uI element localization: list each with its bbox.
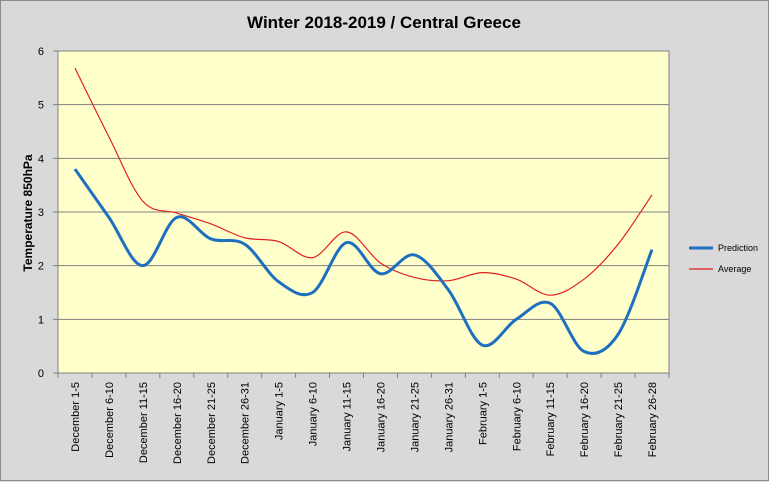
chart-title: Winter 2018-2019 / Central Greece	[247, 13, 521, 32]
x-tick-label: January 11-15	[342, 382, 354, 452]
y-tick-label: 2	[38, 261, 44, 273]
y-tick-label: 1	[38, 314, 44, 326]
series-line-average	[74, 67, 653, 296]
x-tick-label: December 26-31	[240, 382, 252, 464]
y-tick-label: 5	[38, 100, 44, 112]
x-tick-label: February 6-10	[511, 382, 523, 451]
x-tick-label: January 1-5	[274, 382, 286, 440]
series-lines	[73, 67, 654, 355]
legend-label: Average	[718, 264, 751, 274]
x-tick-label: February 1-5	[477, 382, 489, 445]
series-line-prediction	[73, 168, 654, 355]
y-tick-label: 4	[38, 153, 44, 165]
y-tick-label: 6	[38, 46, 44, 58]
y-tick-label: 0	[38, 368, 44, 380]
x-tick-label: January 21-25	[409, 382, 421, 452]
legend: Prediction Average	[689, 243, 758, 274]
x-tick-label: February 11-15	[545, 382, 557, 456]
y-axis-label: Temperature 850hPa	[21, 154, 35, 271]
x-tick-label: February 21-25	[613, 382, 625, 457]
x-axis-ticks: December 1-5 December 6-10 December 11-15 D…	[57, 373, 670, 464]
y-tick-label: 3	[38, 207, 44, 219]
x-tick-label: December 11-15	[138, 382, 150, 463]
x-tick-label: December 21-25	[206, 382, 218, 464]
x-tick-label: December 6-10	[104, 382, 116, 458]
y-axis-ticks: 0 1 2 3 4 5 6	[38, 46, 58, 380]
x-tick-label: December 1-5	[70, 382, 82, 452]
x-tick-label: February 16-20	[579, 382, 591, 457]
x-tick-label: January 16-20	[375, 382, 387, 452]
x-tick-label: January 26-31	[443, 382, 455, 452]
x-tick-label: February 26-28	[647, 382, 659, 457]
legend-label: Prediction	[718, 243, 758, 253]
gridlines	[58, 104, 669, 320]
x-tick-label: January 6-10	[308, 382, 320, 446]
x-tick-label: December 16-20	[172, 382, 184, 464]
